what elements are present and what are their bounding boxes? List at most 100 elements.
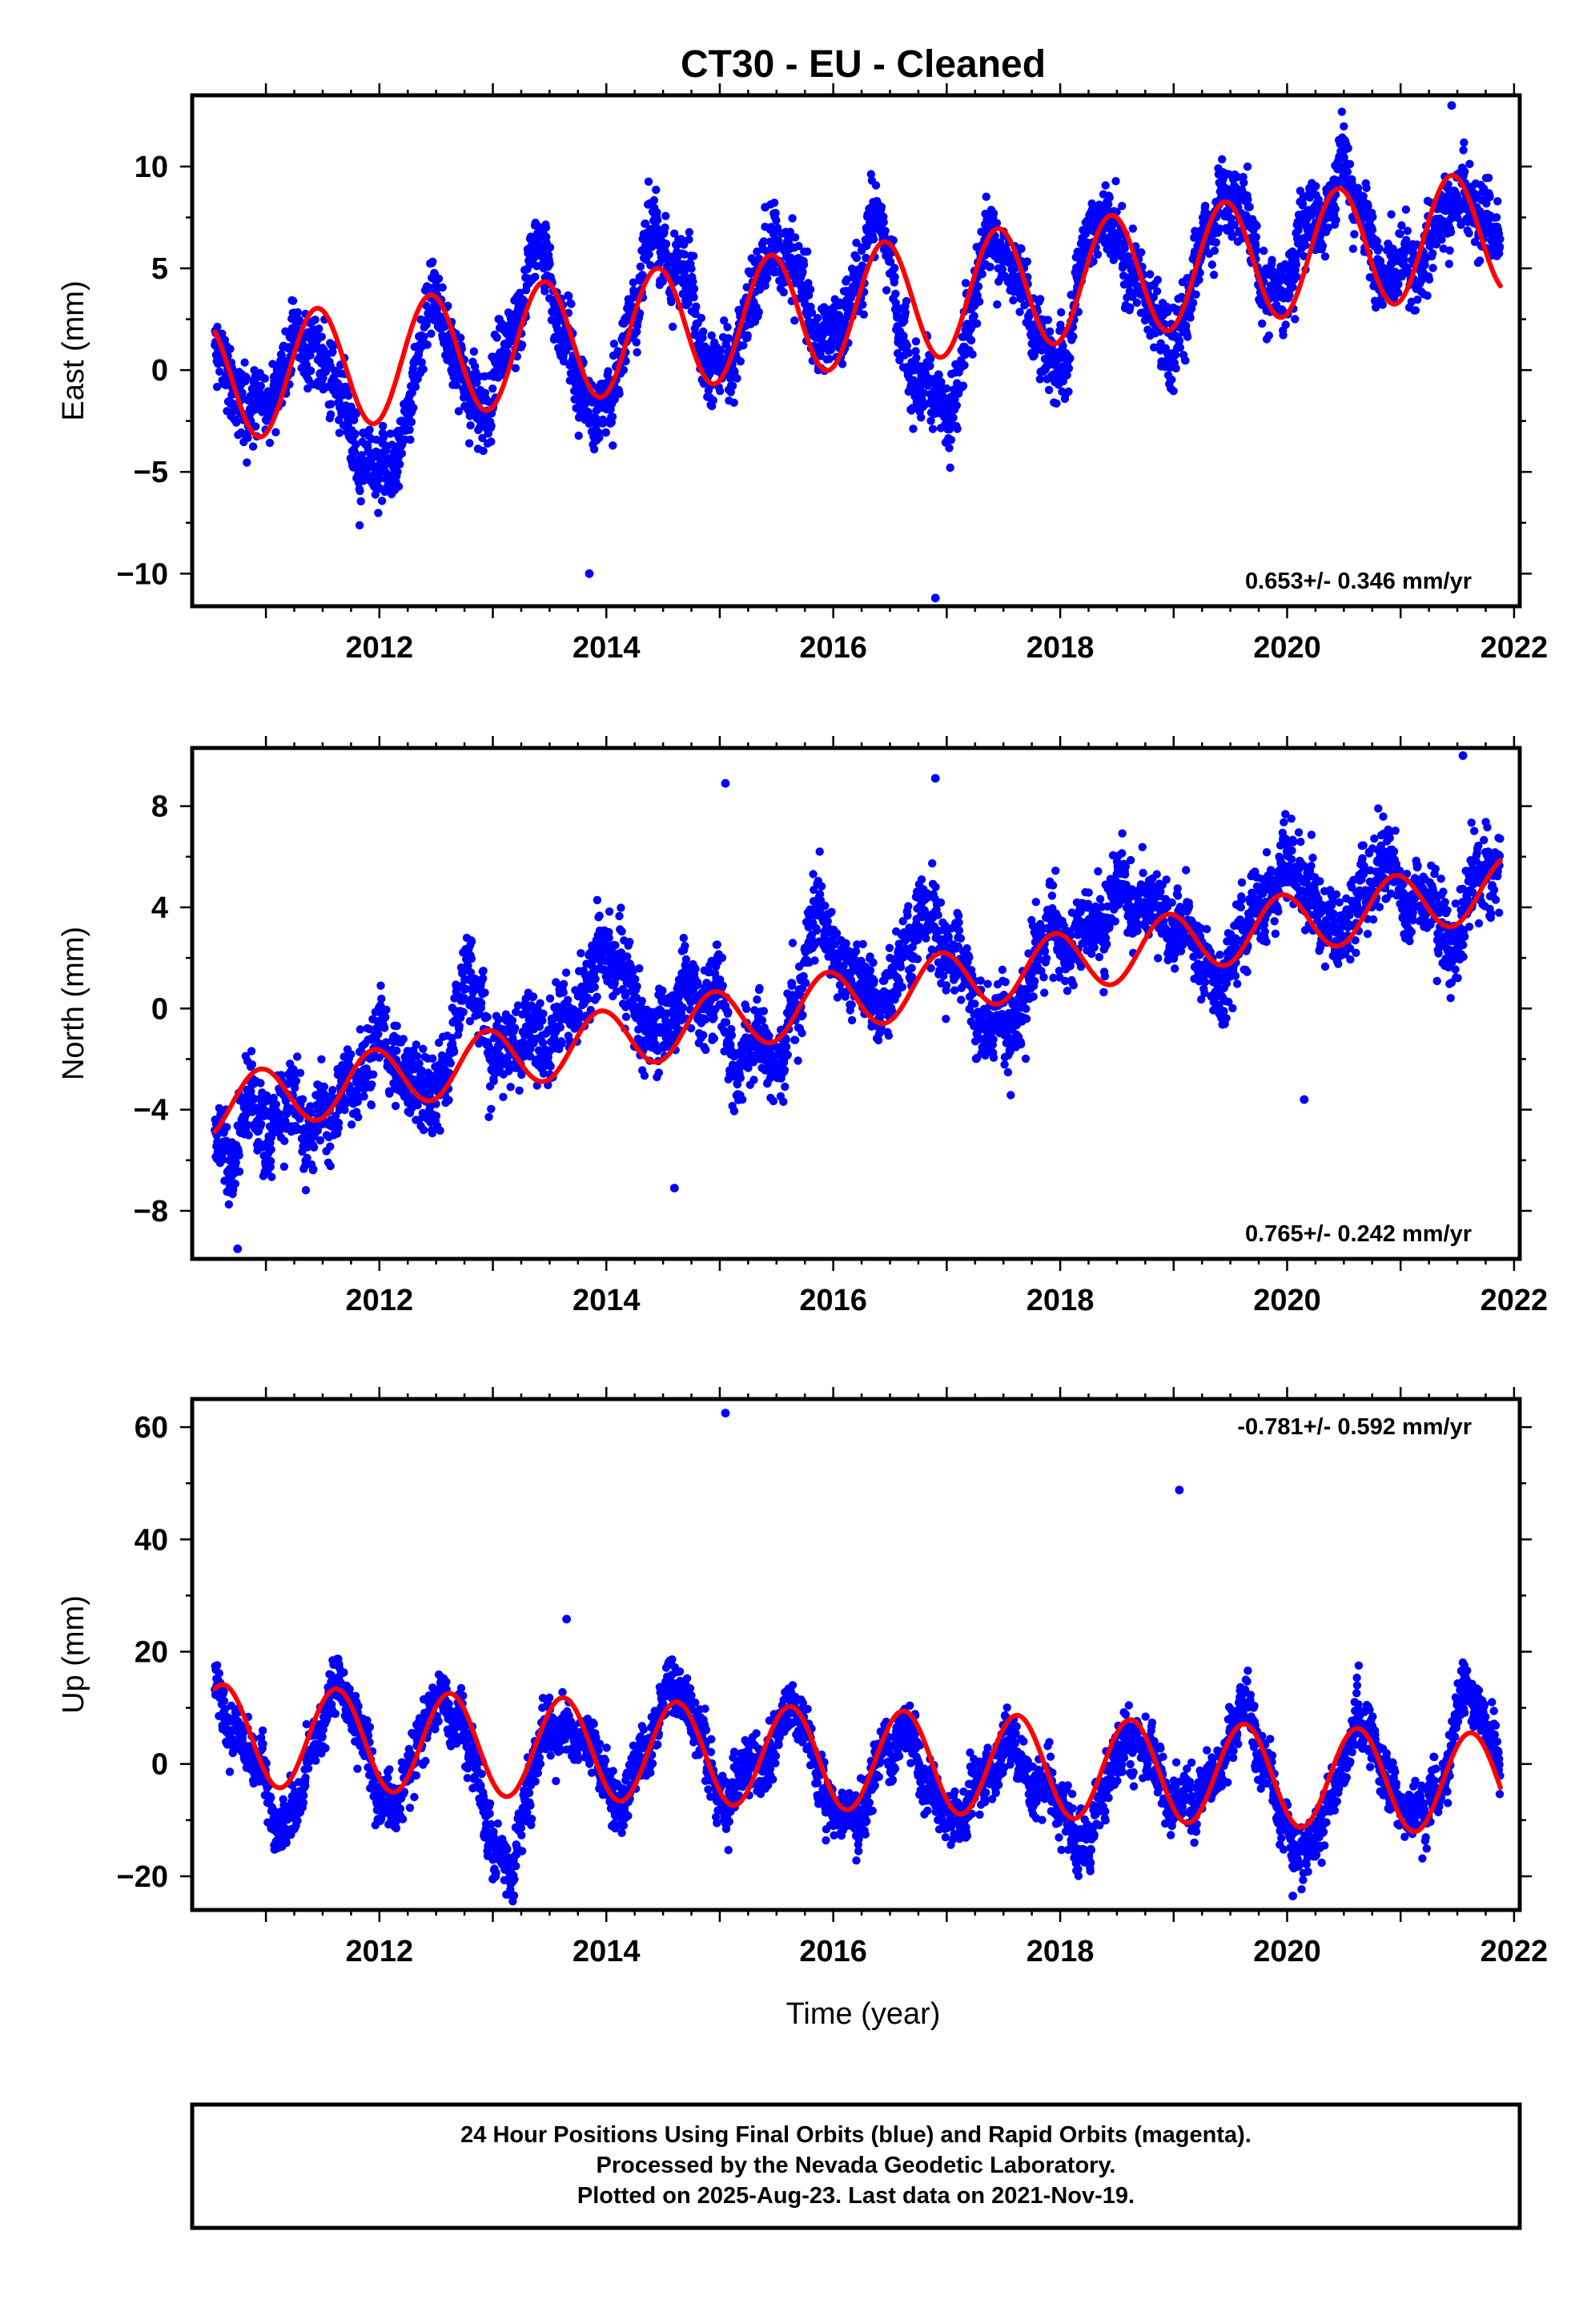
east-point [405, 425, 414, 434]
east-point [328, 348, 337, 356]
east-point [472, 378, 481, 388]
east-point [1132, 298, 1142, 308]
east-point [464, 439, 474, 448]
east-outlier-point [761, 203, 769, 212]
east-outlier-point [585, 569, 594, 578]
north-point [515, 1086, 524, 1096]
east-point [1044, 385, 1054, 395]
east-point [540, 287, 549, 296]
east-point [661, 239, 671, 248]
east-point [1183, 332, 1192, 341]
east-point [326, 410, 335, 419]
east-point [351, 429, 360, 438]
east-point [1069, 332, 1078, 341]
east-point [396, 460, 404, 468]
north-point [449, 1047, 459, 1056]
east-point [790, 316, 799, 325]
east-point [317, 332, 326, 341]
east-point [406, 435, 415, 444]
east-point [1460, 167, 1469, 176]
east-point [409, 404, 418, 412]
east-x-tick-label: 2016 [799, 631, 867, 665]
east-point [866, 170, 876, 179]
east-point [926, 416, 935, 425]
east-point [1484, 173, 1493, 183]
east-point [428, 257, 437, 266]
east-point [1465, 159, 1474, 168]
east-point [1495, 242, 1505, 251]
east-point [1423, 292, 1432, 300]
east-point [1292, 260, 1301, 269]
east-point [382, 446, 391, 455]
east-point [532, 262, 541, 271]
east-point [619, 365, 629, 375]
east-point [1300, 241, 1310, 250]
east-point [743, 331, 752, 340]
east-point [1126, 303, 1135, 312]
north-point [489, 1076, 498, 1086]
east-point [871, 181, 881, 190]
east-point [1401, 205, 1411, 214]
east-point [1089, 257, 1098, 266]
east-point [469, 347, 479, 356]
north-point [328, 1086, 337, 1095]
north-point [231, 1180, 240, 1188]
east-point [653, 208, 661, 217]
east-point [212, 382, 222, 392]
east-point [1464, 229, 1473, 238]
north-point [382, 1005, 391, 1015]
east-point [1400, 255, 1408, 264]
north-point [231, 1158, 240, 1168]
east-point [806, 285, 815, 294]
east-point [1493, 197, 1502, 206]
east-point [723, 323, 732, 332]
east-point [1195, 275, 1203, 284]
north-point [391, 1101, 400, 1111]
east-point [248, 442, 258, 451]
east-point [1128, 224, 1138, 233]
east-point [541, 223, 551, 232]
east-y-tick-label: −10 [117, 557, 168, 591]
east-point [243, 433, 252, 442]
north-point [222, 1123, 231, 1132]
east-point [1120, 243, 1129, 253]
east-point [728, 381, 737, 390]
east-point [730, 368, 739, 376]
east-point [1428, 263, 1437, 272]
east-point [928, 424, 938, 433]
north-point [506, 1083, 515, 1092]
east-point [307, 366, 315, 376]
east-y-tick-label: 10 [135, 151, 168, 184]
east-point [1245, 203, 1254, 211]
east-point [335, 428, 344, 437]
east-point [531, 272, 540, 281]
east-point [1264, 331, 1274, 340]
east-point [769, 199, 779, 207]
north-point [419, 1125, 428, 1135]
east-point [1015, 308, 1024, 316]
east-point [952, 401, 962, 410]
east-point [970, 312, 978, 320]
east-point [215, 367, 224, 376]
north-point [315, 1136, 325, 1145]
east-point [427, 329, 436, 338]
north-point [280, 1136, 289, 1145]
east-point [978, 270, 986, 279]
north-point [436, 1126, 444, 1136]
east-point [724, 334, 733, 343]
north-point [360, 1092, 368, 1101]
east-point [1207, 260, 1217, 269]
east-y-tick-label: 0 [151, 354, 168, 388]
east-point [742, 283, 751, 292]
east-point [1396, 230, 1404, 239]
north-point [510, 1023, 520, 1032]
east-point [653, 215, 662, 224]
east-point [899, 332, 908, 340]
east-point [641, 219, 650, 228]
east-point [909, 424, 918, 433]
east-point [608, 412, 617, 421]
east-point [946, 463, 954, 472]
east-point [1348, 179, 1356, 188]
